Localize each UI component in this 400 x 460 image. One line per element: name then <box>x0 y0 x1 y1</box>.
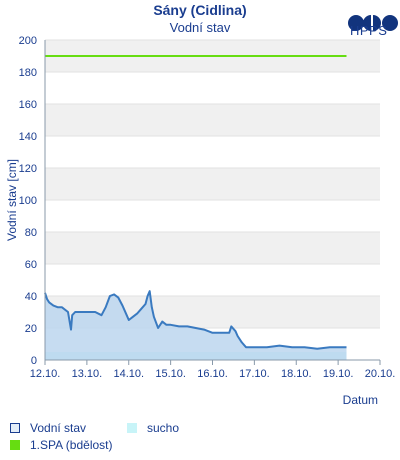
x-tick-label: 13.10. <box>72 368 103 380</box>
hpps-logo-text: HPPS <box>350 23 388 38</box>
chart-subtitle: Vodní stav <box>169 20 231 35</box>
x-tick-label: 16.10. <box>197 368 228 380</box>
y-axis-title: Vodní stav [cm] <box>5 159 19 241</box>
x-tick-label: 19.10. <box>323 368 354 380</box>
y-tick-label: 20 <box>25 323 37 335</box>
y-tick-label: 0 <box>31 355 37 367</box>
water-level-area <box>45 291 347 360</box>
plot-band <box>45 72 380 104</box>
legend-drought-swatch <box>127 423 137 433</box>
y-tick-label: 140 <box>19 131 37 143</box>
plot-band <box>45 136 380 168</box>
legend-spa1-swatch <box>10 440 20 450</box>
plot-band <box>45 264 380 296</box>
y-tick-label: 80 <box>25 227 37 239</box>
x-tick-label: 15.10. <box>155 368 186 380</box>
hpps-logo-icon <box>348 15 398 31</box>
y-tick-label: 160 <box>19 99 37 111</box>
water-level-line <box>44 290 347 350</box>
legend-spa1-label: 1.SPA (bdělost) <box>30 438 113 452</box>
y-tick-label: 60 <box>25 259 37 271</box>
plot-band <box>45 168 380 200</box>
x-tick-label: 18.10. <box>281 368 312 380</box>
x-axis-title: Datum <box>343 393 378 407</box>
x-tick-label: 14.10. <box>113 368 144 380</box>
x-tick-label: 20.10. <box>365 368 396 380</box>
plot-band <box>45 104 380 136</box>
y-tick-label: 100 <box>19 195 37 207</box>
y-tick-label: 40 <box>25 291 37 303</box>
legend-water-level-label: Vodní stav <box>30 421 87 435</box>
y-tick-label: 120 <box>19 163 37 175</box>
plot-band <box>45 200 380 232</box>
plot-band <box>45 232 380 264</box>
chart-title: Sány (Cidlina) <box>153 2 247 18</box>
x-tick-label: 12.10. <box>30 368 61 380</box>
y-tick-label: 180 <box>19 67 37 79</box>
x-tick-label: 17.10. <box>239 368 270 380</box>
legend-drought-label: sucho <box>147 421 180 435</box>
legend-water-level-swatch <box>10 423 20 433</box>
y-tick-label: 200 <box>19 35 37 47</box>
